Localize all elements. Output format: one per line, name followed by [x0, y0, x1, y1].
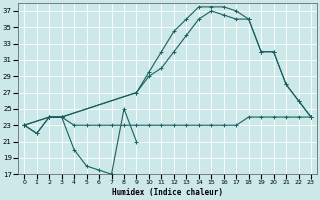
X-axis label: Humidex (Indice chaleur): Humidex (Indice chaleur) — [112, 188, 223, 197]
